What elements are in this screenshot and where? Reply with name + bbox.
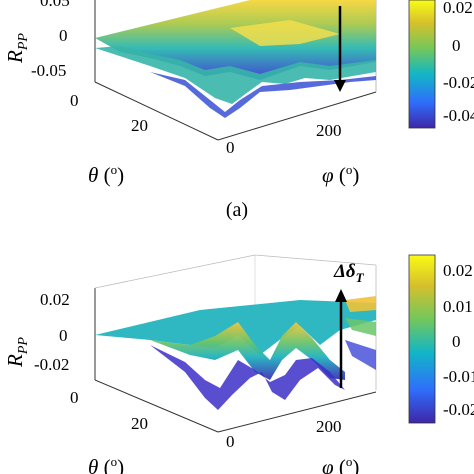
colorbar-a bbox=[408, 0, 436, 129]
phi-label-b: φ (o) bbox=[322, 454, 359, 474]
cb-tick-a-2: -0.02 bbox=[443, 73, 474, 92]
cb-tick-b-3: -0.01 bbox=[443, 367, 474, 386]
phi-tick-a-0: 0 bbox=[226, 138, 235, 157]
cb-tick-b-0: 0.02 bbox=[443, 261, 473, 280]
surface-a bbox=[95, 0, 376, 118]
axis-phi-line-a bbox=[217, 91, 377, 141]
z-tick-a-2: -0.05 bbox=[31, 61, 66, 80]
theta-label-a: θ (o) bbox=[88, 162, 124, 187]
z-tick-b-2: -0.02 bbox=[34, 355, 69, 374]
theta-tick-b-0: 0 bbox=[70, 388, 79, 407]
cb-tick-b-4: -0.02 bbox=[443, 400, 474, 419]
cb-tick-b-1: 0.01 bbox=[443, 297, 473, 316]
phi-label-a: φ (o) bbox=[322, 162, 359, 187]
axis-theta-line-a bbox=[94, 81, 219, 141]
cb-tick-a-0: 0.02 bbox=[443, 0, 473, 17]
surface-b bbox=[95, 296, 376, 410]
cb-tick-b-2: 0 bbox=[452, 332, 461, 351]
phi-tick-b-1: 200 bbox=[316, 417, 342, 436]
colorbar-b bbox=[408, 254, 436, 424]
z-tick-b-1: 0 bbox=[59, 326, 68, 345]
theta-tick-a-0: 0 bbox=[70, 91, 79, 110]
axis-phi-line-b bbox=[217, 391, 377, 433]
arrow-head-up-b bbox=[335, 289, 347, 302]
z-tick-b-0: 0.02 bbox=[40, 290, 70, 309]
theta-label-b: θ (o) bbox=[88, 454, 124, 474]
z-label-b: RPP bbox=[3, 337, 31, 368]
z-tick-a-1: 0 bbox=[59, 26, 68, 45]
panel-b: ΔδT 0.02 0 -0.02 RPP 0 20 0 200 θ (o) φ … bbox=[3, 254, 474, 474]
z-tick-a-0: 0.05 bbox=[40, 0, 70, 10]
cb-tick-a-3: -0.04 bbox=[443, 106, 474, 125]
panel-label-a: (a) bbox=[226, 199, 248, 221]
z-label-a: RPP bbox=[3, 33, 31, 64]
phi-tick-a-1: 200 bbox=[316, 121, 342, 140]
panel-a: 0.05 0 -0.05 RPP 0 20 0 200 θ (o) φ (o) … bbox=[3, 0, 474, 221]
theta-tick-a-1: 20 bbox=[131, 116, 148, 135]
axis-theta-line-b bbox=[94, 379, 219, 433]
cb-tick-a-1: 0 bbox=[452, 36, 461, 55]
theta-tick-b-1: 20 bbox=[131, 414, 148, 433]
arrow-label-b: ΔδT bbox=[333, 261, 365, 285]
arrow-head-down-a bbox=[334, 80, 346, 92]
phi-tick-b-0: 0 bbox=[226, 432, 235, 451]
